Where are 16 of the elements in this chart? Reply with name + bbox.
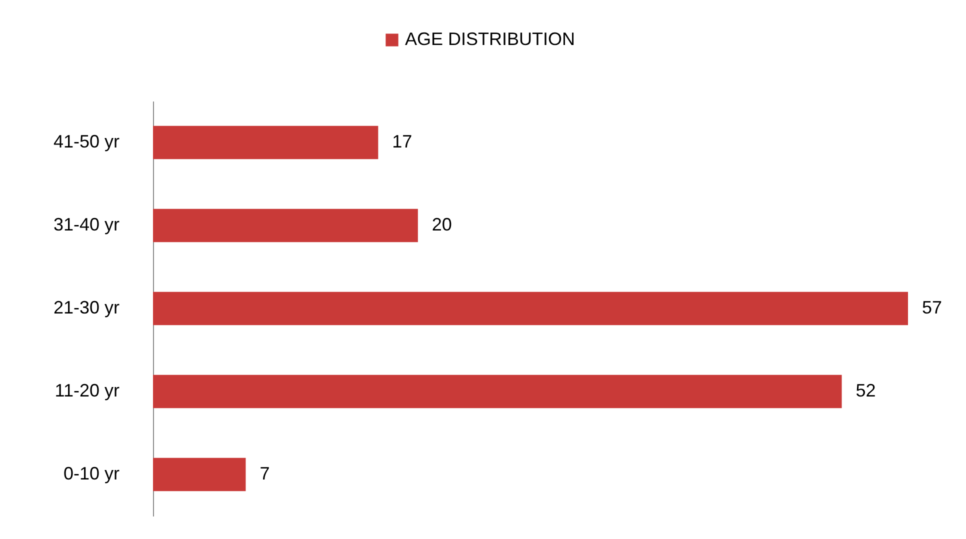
- legend-label: AGE DISTRIBUTION: [405, 29, 576, 49]
- data-label: 52: [856, 380, 876, 400]
- y-tick-label: 31-40 yr: [53, 214, 120, 234]
- y-tick-label: 41-50 yr: [53, 132, 120, 152]
- data-label: 17: [392, 132, 412, 152]
- bar: [153, 208, 418, 242]
- data-label: 20: [432, 214, 452, 234]
- y-tick-label: 11-20 yr: [54, 380, 120, 400]
- data-label: 57: [922, 298, 942, 318]
- y-tick-label: 21-30 yr: [53, 298, 120, 318]
- bar: [153, 292, 908, 326]
- bar: [153, 374, 842, 408]
- bar: [153, 458, 246, 492]
- y-tick-label: 0-10 yr: [63, 464, 120, 484]
- data-label: 7: [260, 464, 270, 484]
- bar: [153, 126, 378, 160]
